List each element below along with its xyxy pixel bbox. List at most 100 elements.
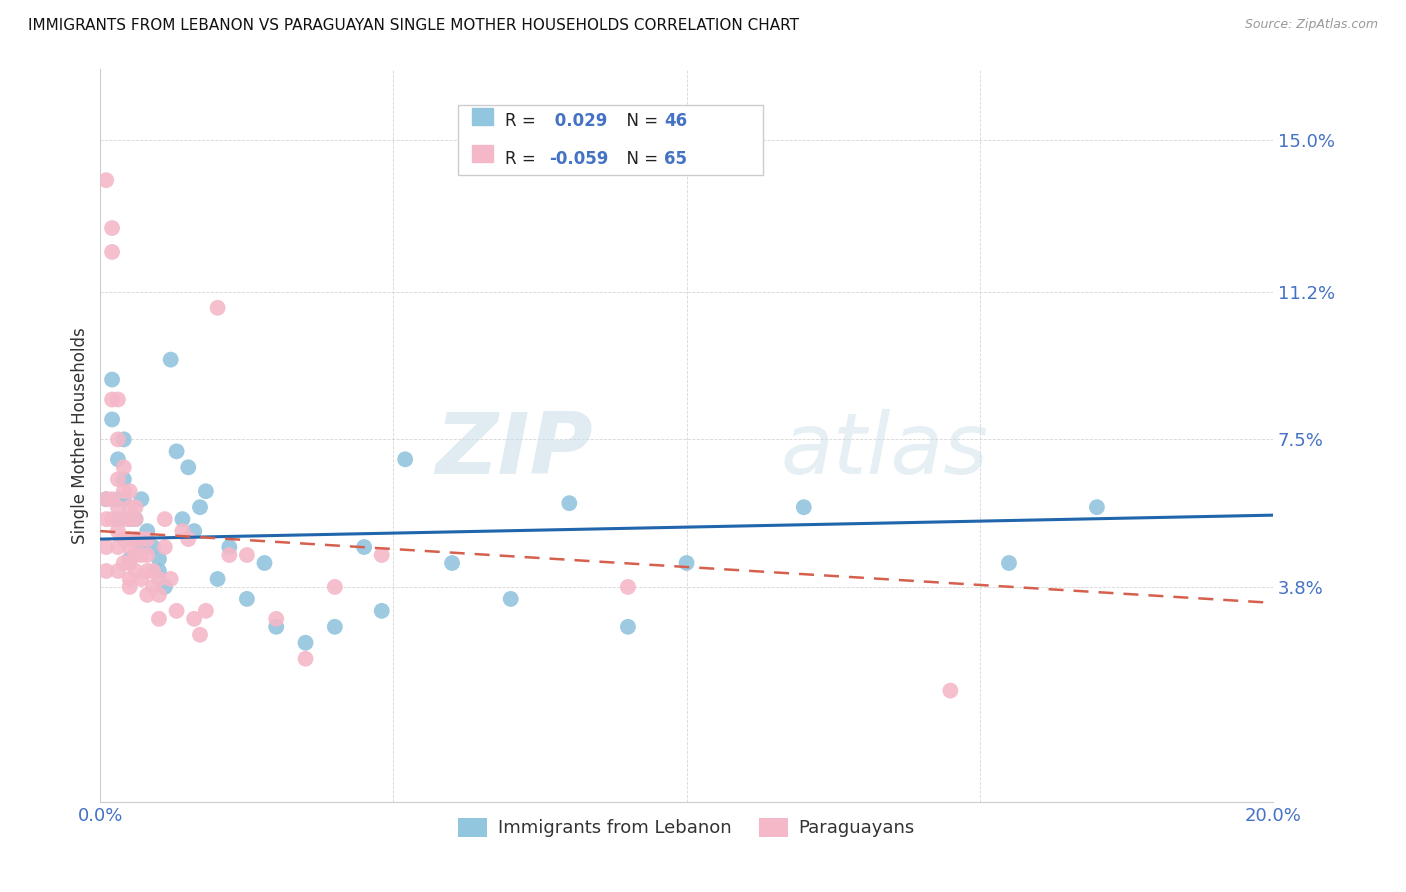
Point: [153, 512, 176, 526]
Point: [118, 512, 141, 526]
Text: N =: N =: [616, 150, 664, 168]
Point: [675, 556, 697, 570]
Point: [218, 540, 240, 554]
Point: [96, 492, 118, 507]
Point: [107, 492, 129, 507]
Point: [107, 540, 129, 554]
Text: N =: N =: [616, 112, 664, 130]
Point: [294, 636, 316, 650]
Point: [101, 512, 124, 526]
Text: R =: R =: [505, 112, 541, 130]
Point: [118, 500, 141, 515]
Point: [294, 651, 316, 665]
Point: [107, 392, 129, 407]
Point: [194, 604, 217, 618]
Point: [96, 492, 118, 507]
Point: [131, 540, 153, 554]
Point: [166, 444, 188, 458]
Point: [107, 524, 129, 538]
Legend: Immigrants from Lebanon, Paraguayans: Immigrants from Lebanon, Paraguayans: [451, 811, 922, 845]
Point: [153, 540, 176, 554]
Point: [96, 173, 118, 187]
Point: [177, 532, 200, 546]
Point: [107, 452, 129, 467]
Point: [148, 612, 170, 626]
FancyBboxPatch shape: [458, 105, 763, 175]
Point: [131, 532, 153, 546]
Bar: [472, 108, 494, 125]
Point: [118, 532, 141, 546]
Point: [253, 556, 276, 570]
Point: [617, 620, 640, 634]
Point: [136, 524, 159, 538]
Point: [101, 412, 124, 426]
Point: [136, 532, 159, 546]
Text: 0.029: 0.029: [550, 112, 607, 130]
Point: [107, 433, 129, 447]
Point: [207, 301, 229, 315]
Point: [96, 512, 118, 526]
Point: [131, 548, 153, 562]
Point: [148, 564, 170, 578]
Text: R =: R =: [505, 150, 541, 168]
Point: [112, 556, 135, 570]
Point: [264, 620, 287, 634]
Point: [558, 496, 581, 510]
Point: [118, 552, 141, 566]
Point: [112, 472, 135, 486]
Text: Source: ZipAtlas.com: Source: ZipAtlas.com: [1244, 18, 1378, 31]
Point: [617, 580, 640, 594]
Point: [101, 492, 124, 507]
Point: [194, 484, 217, 499]
Point: [1085, 500, 1108, 515]
Point: [236, 591, 259, 606]
Point: [148, 552, 170, 566]
Point: [172, 512, 194, 526]
Y-axis label: Single Mother Households: Single Mother Households: [72, 327, 89, 544]
Point: [124, 564, 146, 578]
Point: [96, 564, 118, 578]
Point: [159, 352, 181, 367]
Text: IMMIGRANTS FROM LEBANON VS PARAGUAYAN SINGLE MOTHER HOUSEHOLDS CORRELATION CHART: IMMIGRANTS FROM LEBANON VS PARAGUAYAN SI…: [28, 18, 799, 33]
Point: [177, 460, 200, 475]
Point: [124, 500, 146, 515]
Point: [112, 532, 135, 546]
Point: [112, 484, 135, 499]
Point: [153, 580, 176, 594]
Point: [142, 580, 165, 594]
Point: [124, 512, 146, 526]
Point: [142, 564, 165, 578]
Point: [124, 548, 146, 562]
Point: [118, 484, 141, 499]
Point: [159, 572, 181, 586]
Point: [142, 540, 165, 554]
Point: [107, 472, 129, 486]
Point: [148, 588, 170, 602]
Point: [264, 612, 287, 626]
Point: [394, 452, 416, 467]
Point: [107, 512, 129, 526]
Text: 65: 65: [664, 150, 688, 168]
Point: [107, 564, 129, 578]
Point: [371, 604, 394, 618]
Point: [236, 548, 259, 562]
Point: [499, 591, 522, 606]
Point: [101, 392, 124, 407]
Point: [183, 524, 205, 538]
Point: [112, 492, 135, 507]
Point: [188, 500, 211, 515]
Point: [183, 612, 205, 626]
Point: [124, 512, 146, 526]
Point: [793, 500, 815, 515]
Point: [136, 588, 159, 602]
Point: [998, 556, 1021, 570]
Point: [218, 548, 240, 562]
Point: [131, 572, 153, 586]
Point: [136, 564, 159, 578]
Point: [939, 683, 962, 698]
Point: [172, 524, 194, 538]
Point: [107, 500, 129, 515]
Point: [323, 620, 346, 634]
Point: [101, 373, 124, 387]
Point: [112, 512, 135, 526]
